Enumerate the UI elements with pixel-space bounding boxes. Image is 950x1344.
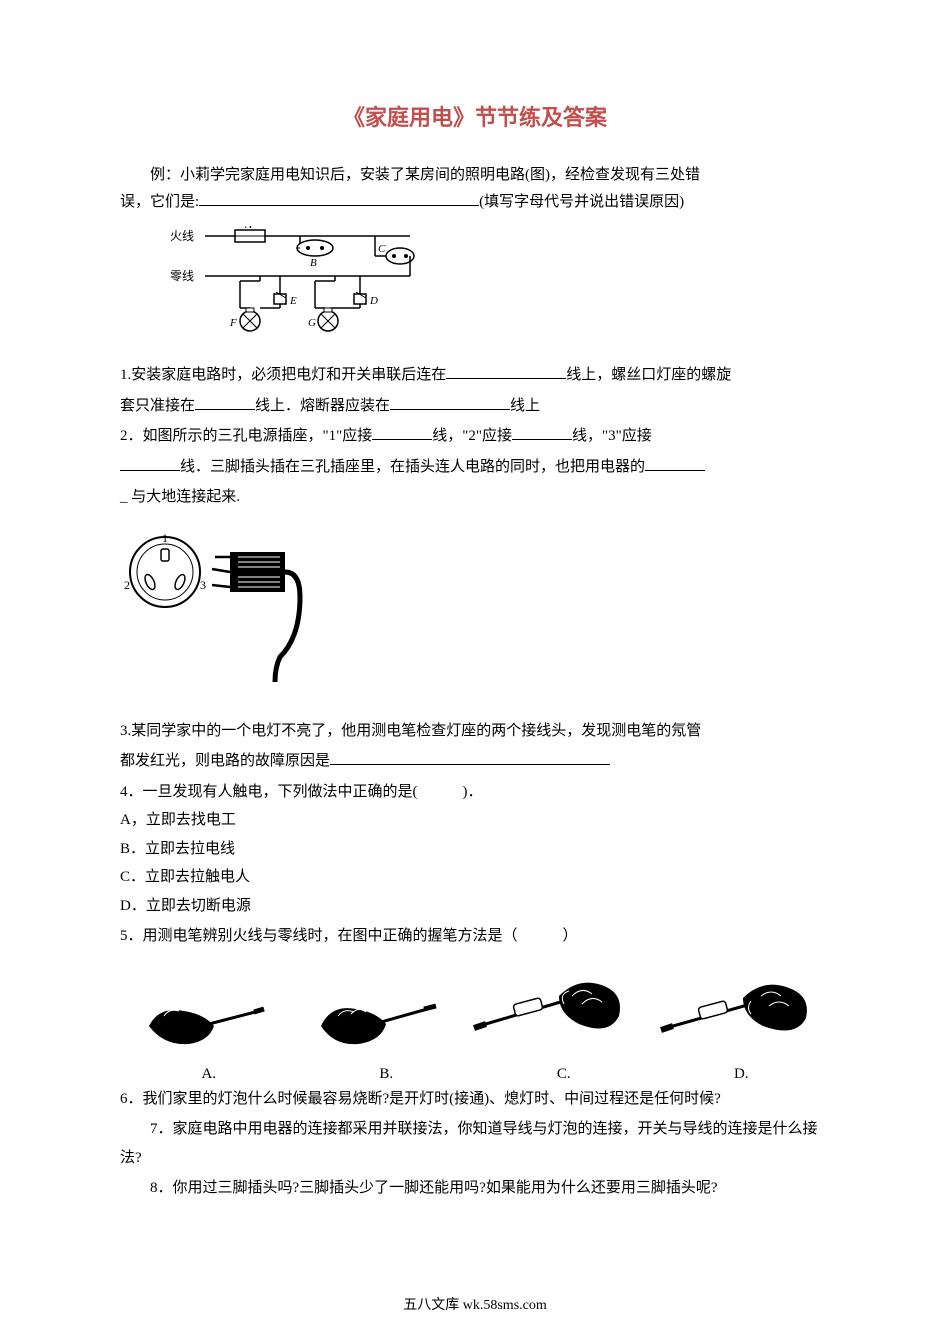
question-1-cont: 套只准接在线上．熔断器应装在线上: [120, 392, 830, 421]
grip-b-icon: [296, 976, 446, 1056]
zero-line-label: 零线: [170, 269, 194, 283]
question-4: 4．一旦发现有人触电，下列做法中正确的是( )．: [120, 778, 830, 807]
question-3: 3.某同学家中的一个电灯不亮了，他用测电笔检查灯座的两个接线头，发现测电笔的氖管: [120, 717, 830, 746]
svg-text:F: F: [229, 317, 237, 329]
svg-text:C: C: [378, 243, 386, 255]
option-4b: B．立即去拉电线: [120, 835, 830, 864]
svg-text:D: D: [369, 295, 378, 307]
option-4a: A，立即去找电工: [120, 806, 830, 835]
svg-text:3: 3: [200, 578, 206, 592]
blank-q1-3: [390, 395, 510, 410]
grip-a-icon: [129, 976, 279, 1056]
question-7: 7．家庭电路中用电器的连接都采用并联接法，你知道导线与灯泡的连接，开关与导线的连…: [120, 1115, 830, 1172]
blank-q2-1: [372, 425, 432, 440]
question-3-cont: 都发红光，则电路的故障原因是: [120, 747, 830, 776]
question-5: 5．用测电笔辨别火线与零线时，在图中正确的握笔方法是（ ）: [120, 922, 830, 951]
question-6: 6．我们家里的灯泡什么时候最容易烧断?是开灯时(接通)、熄灯时、中间过程还是任何…: [120, 1085, 830, 1114]
blank-q2-3: [120, 456, 180, 471]
figure3-labels: A. B. C. D.: [120, 1066, 830, 1083]
svg-text:E: E: [289, 295, 297, 307]
option-4d: D．立即去切断电源: [120, 892, 830, 921]
test-pen-figure: [120, 966, 830, 1056]
label-d: D.: [653, 1066, 831, 1083]
blank-q2-2: [512, 425, 572, 440]
label-b: B.: [298, 1066, 476, 1083]
blank-q1-1: [446, 364, 566, 379]
svg-text:G: G: [308, 317, 316, 329]
question-2-cont2: _ 与大地连接起来.: [120, 483, 830, 512]
blank-intro: [199, 191, 479, 206]
page-footer: 五八文库 wk.58sms.com: [0, 1294, 950, 1314]
grip-c-icon: [464, 966, 634, 1056]
question-2-cont: 线．三脚插头插在三孔插座里，在插头连人电路的同时，也把用电器的: [120, 453, 830, 482]
svg-text:B: B: [310, 257, 317, 269]
socket-plug-figure: 1 2 3: [120, 527, 830, 692]
blank-q3: [330, 750, 610, 765]
intro-line-1: 例：小莉学完家庭用电知识后，安装了某房间的照明电路(图)，经检查发现有三处错: [120, 162, 830, 189]
fire-line-label: 火线: [170, 229, 194, 243]
question-8: 8．你用过三脚插头吗?三脚插头少了一脚还能用吗?如果能用为什么还要用三脚插头呢?: [120, 1174, 830, 1203]
blank-q2-4: [645, 456, 705, 471]
page-title: 《家庭用电》节节练及答案: [120, 100, 830, 132]
question-1: 1.安装家庭电路时，必须把电灯和开关串联后连在线上，螺丝口灯座的螺旋: [120, 361, 830, 390]
circuit-diagram-figure: 火线 零线 A B C E F: [150, 226, 830, 341]
svg-text:1: 1: [162, 531, 168, 545]
grip-d-icon: [651, 966, 821, 1056]
intro-line-2: 误，它们是: (填写字母代号并说出错误原因): [120, 189, 830, 216]
intro-suffix: (填写字母代号并说出错误原因): [479, 194, 684, 210]
question-2: 2．如图所示的三孔电源插座，"1"应接线，"2"应接线，"3"应接: [120, 422, 830, 451]
blank-q1-2: [195, 395, 255, 410]
label-c: C.: [475, 1066, 653, 1083]
option-4c: C．立即去拉触电人: [120, 863, 830, 892]
label-a: A.: [120, 1066, 298, 1083]
svg-text:A: A: [244, 226, 252, 231]
intro-prefix: 误，它们是:: [120, 194, 199, 210]
svg-text:2: 2: [124, 578, 130, 592]
